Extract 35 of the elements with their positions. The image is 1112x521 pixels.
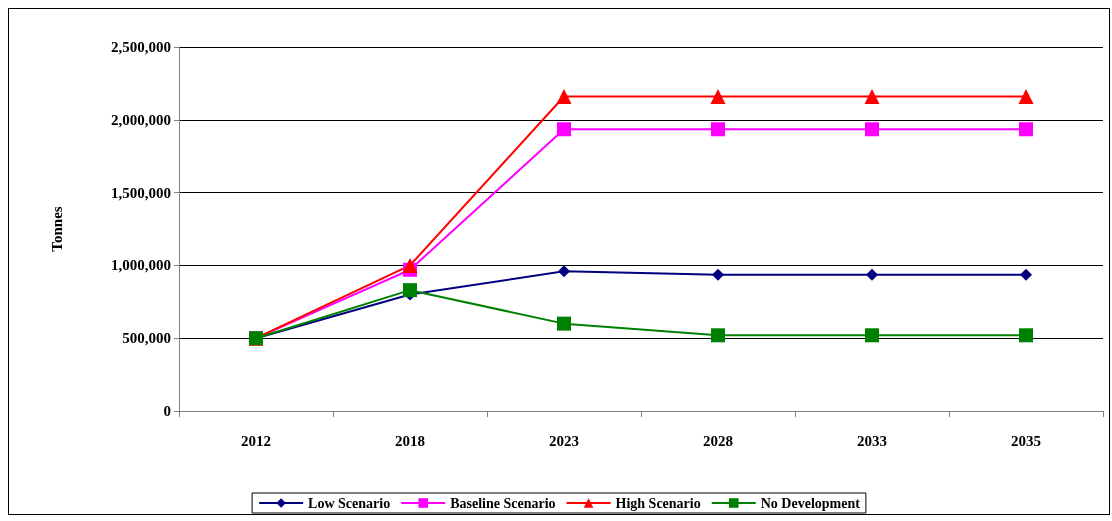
point bbox=[710, 89, 726, 104]
y-tick-label: 2,500,000 bbox=[111, 39, 171, 55]
point bbox=[1019, 122, 1033, 137]
legend-label: Low Scenario bbox=[308, 495, 391, 511]
x-tick-label: 2035 bbox=[1011, 432, 1041, 449]
y-tick-label: 500,000 bbox=[122, 330, 171, 347]
x-tick-label: 2023 bbox=[549, 432, 579, 449]
point bbox=[712, 268, 724, 281]
y-axis-title: Tonnes bbox=[48, 206, 65, 252]
point bbox=[864, 89, 880, 104]
x-tick-label: 2033 bbox=[857, 432, 887, 449]
point bbox=[558, 265, 570, 278]
y-tick-label: 0 bbox=[163, 403, 171, 419]
x-tick-label: 2012 bbox=[241, 432, 271, 449]
y-tick-label: 2,000,000 bbox=[111, 111, 171, 128]
point bbox=[865, 328, 879, 343]
point bbox=[557, 122, 571, 137]
point bbox=[711, 328, 725, 343]
point bbox=[556, 89, 572, 104]
x-tick-label: 2018 bbox=[395, 432, 425, 449]
point bbox=[402, 257, 418, 273]
legend-label: Baseline Scenario bbox=[450, 495, 556, 511]
point bbox=[557, 316, 571, 331]
point bbox=[403, 283, 417, 298]
point bbox=[711, 122, 725, 137]
point bbox=[1020, 268, 1032, 281]
legend-label: High Scenario bbox=[615, 495, 701, 511]
y-tick-label: 1,500,000 bbox=[111, 184, 171, 201]
y-tick-label: 1,000,000 bbox=[111, 257, 171, 274]
point bbox=[866, 268, 878, 281]
point bbox=[865, 122, 879, 137]
point bbox=[1018, 89, 1034, 104]
point bbox=[1019, 328, 1033, 343]
legend-label: No Development bbox=[760, 495, 861, 511]
x-tick-label: 2028 bbox=[703, 432, 733, 449]
